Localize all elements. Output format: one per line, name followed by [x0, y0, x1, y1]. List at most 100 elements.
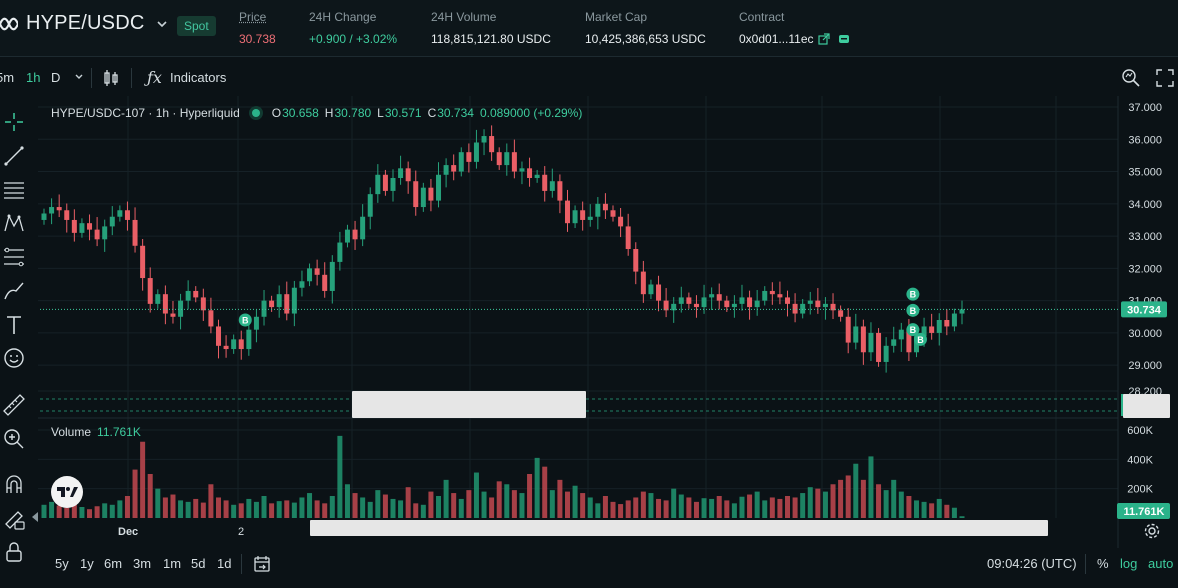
magnet-icon[interactable]: [2, 473, 26, 497]
lock-icon[interactable]: [2, 540, 26, 564]
candle-body: [269, 300, 275, 308]
scroll-left-icon[interactable]: [32, 512, 38, 522]
candle-body: [140, 245, 146, 279]
pattern-icon[interactable]: [2, 211, 26, 235]
crosshair-icon[interactable]: [2, 110, 26, 134]
range-1d[interactable]: 1d: [217, 556, 232, 571]
text-tool-icon[interactable]: [2, 313, 26, 337]
pair-selector[interactable]: HYPE/USDC: [0, 12, 169, 35]
candle-body: [193, 290, 199, 298]
tradingview-logo[interactable]: [51, 476, 83, 508]
stat-value: 10,425,386,653 USDC: [585, 32, 706, 46]
function-icon: ƒx: [147, 68, 162, 87]
log-toggle[interactable]: log: [1120, 556, 1138, 571]
range-6m[interactable]: 6m: [104, 556, 123, 571]
fullscreen-icon[interactable]: [1156, 69, 1174, 87]
candle-body: [754, 300, 760, 308]
volume-bar: [200, 502, 206, 518]
buy-marker[interactable]: [906, 287, 920, 301]
high-key: H: [324, 106, 334, 120]
candle-body: [428, 187, 434, 201]
interval-5m[interactable]: 5m: [0, 70, 15, 85]
candle-body: [747, 297, 753, 308]
range-5d[interactable]: 5d: [191, 556, 206, 571]
volume-bar: [519, 493, 525, 518]
candle-body: [898, 329, 904, 340]
copy-icon[interactable]: [838, 33, 850, 45]
candle-body: [959, 309, 965, 314]
volume-bar: [64, 507, 70, 518]
volume-bar: [936, 498, 942, 518]
candle-body: [693, 303, 699, 308]
buy-marker[interactable]: [906, 303, 920, 317]
candle-body: [830, 303, 836, 311]
buy-marker[interactable]: [238, 313, 252, 327]
price-tick: 35.000: [1128, 167, 1162, 179]
candle-type-icon[interactable]: [102, 68, 120, 88]
range-3m[interactable]: 3m: [133, 556, 152, 571]
range-1y[interactable]: 1y: [80, 556, 94, 571]
range-5y[interactable]: 5y: [55, 556, 69, 571]
volume-bar: [291, 502, 297, 518]
candle-body: [473, 142, 479, 162]
candle-body: [663, 300, 669, 311]
candle-body: [876, 332, 882, 362]
zoom-search-icon[interactable]: [1121, 68, 1141, 88]
goto-date-icon[interactable]: [253, 555, 271, 573]
volume-bar: [382, 494, 388, 518]
volume-bar: [618, 504, 624, 518]
chevron-down-icon[interactable]: [74, 72, 84, 82]
candle-body: [64, 210, 70, 220]
indicators-button[interactable]: ƒx Indicators: [147, 68, 226, 87]
volume-bar: [428, 491, 434, 518]
candle-body: [178, 300, 184, 317]
brush-icon[interactable]: [2, 279, 26, 303]
candle-body: [860, 326, 866, 353]
stat-label: Price: [239, 10, 267, 24]
candle-body: [314, 268, 320, 275]
candle-body: [564, 200, 570, 224]
volume-bar: [845, 475, 851, 518]
lock-drawing-icon[interactable]: [2, 506, 26, 530]
candle-body: [807, 300, 813, 304]
auto-toggle[interactable]: auto: [1148, 556, 1174, 571]
candle-body: [117, 210, 123, 217]
stat-label: Market Cap: [585, 10, 648, 24]
interval-d[interactable]: D: [51, 70, 61, 85]
external-link-icon[interactable]: [817, 33, 830, 45]
candle-body: [602, 203, 608, 211]
divider: [131, 68, 132, 88]
fibonacci-icon[interactable]: [2, 245, 26, 269]
candle-body: [496, 152, 502, 166]
volume-bar: [49, 501, 55, 518]
utc-clock[interactable]: 09:04:26 (UTC): [987, 556, 1077, 571]
volume-bar: [102, 503, 108, 518]
candle-body: [466, 152, 472, 162]
volume-bar: [838, 479, 844, 518]
low-value: 30.571: [384, 106, 422, 120]
percent-toggle[interactable]: %: [1097, 556, 1109, 571]
horizontal-lines-icon[interactable]: [2, 177, 26, 201]
settings-gear-icon[interactable]: [1144, 523, 1160, 539]
candle-body: [906, 329, 912, 353]
stat-value: +0.900 / +3.02%: [309, 32, 398, 46]
contract-address[interactable]: 0x0d01...11ec: [739, 32, 814, 46]
volume-bar: [929, 503, 935, 518]
buy-marker[interactable]: [906, 323, 920, 337]
trend-line-icon[interactable]: [2, 144, 26, 168]
interval-1h[interactable]: 1h: [26, 70, 41, 85]
zoom-in-icon[interactable]: [2, 427, 26, 451]
candle-body: [132, 219, 138, 246]
volume-bar: [913, 500, 919, 518]
range-1m[interactable]: 1m: [163, 556, 182, 571]
candle-body: [420, 187, 426, 208]
candle-body: [367, 194, 373, 217]
chevron-down-icon[interactable]: [155, 17, 169, 31]
time-tick-2: 2: [238, 526, 244, 538]
candle-body: [124, 210, 130, 220]
ruler-icon[interactable]: [2, 393, 26, 417]
emoji-icon[interactable]: [2, 346, 26, 370]
buy-marker[interactable]: [913, 332, 927, 346]
current-price-tag: [1121, 301, 1167, 318]
